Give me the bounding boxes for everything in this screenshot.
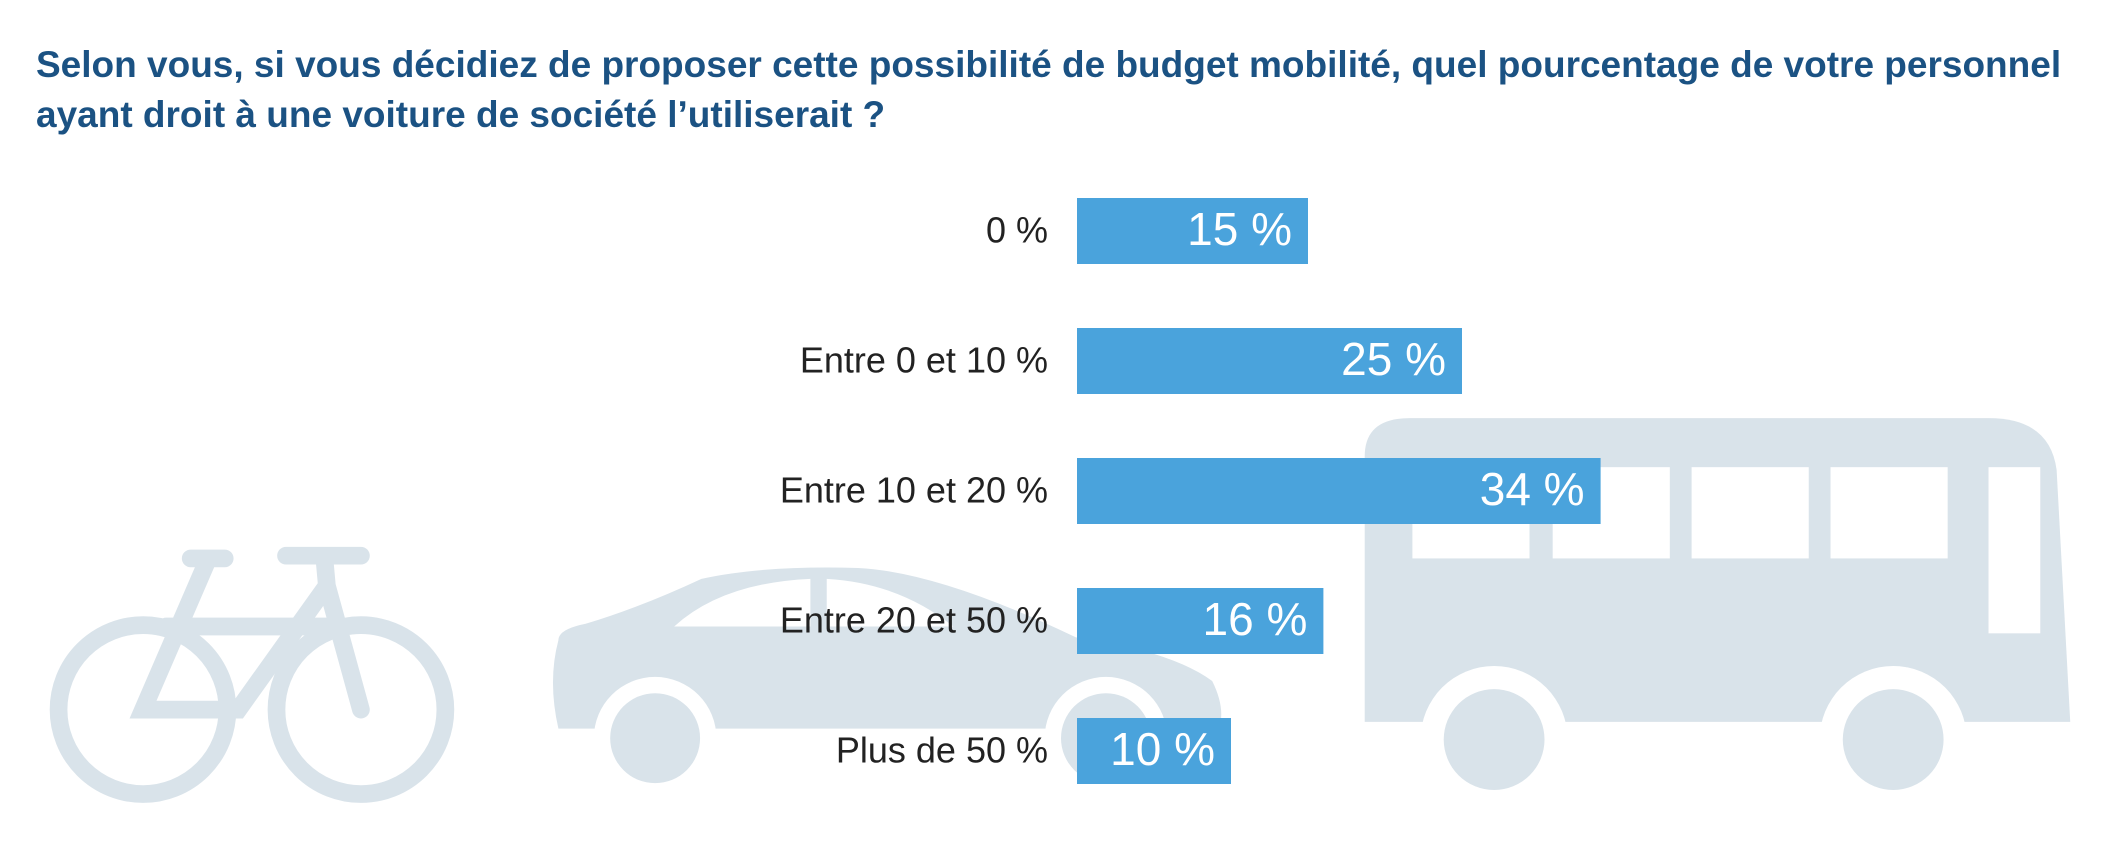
category-label: Entre 0 et 10 % [800, 340, 1048, 381]
chart-title: Selon vous, si vous décidiez de proposer… [36, 44, 2062, 135]
bar [1077, 718, 1231, 784]
background-icons [49, 418, 2071, 814]
value-label: 10 % [1110, 723, 1215, 775]
category-label: 0 % [986, 210, 1048, 251]
category-label: Entre 10 et 20 % [780, 470, 1048, 511]
value-label: 25 % [1341, 333, 1446, 385]
bar [1077, 588, 1324, 654]
bar [1077, 328, 1462, 394]
value-label: 15 % [1187, 203, 1292, 255]
category-label: Plus de 50 % [836, 730, 1048, 771]
bar [1077, 458, 1601, 524]
bar [1077, 198, 1308, 264]
category-label: Entre 20 et 50 % [780, 600, 1048, 641]
value-label: 34 % [1480, 463, 1585, 515]
bike [49, 546, 455, 803]
value-label: 16 % [1203, 593, 1308, 645]
